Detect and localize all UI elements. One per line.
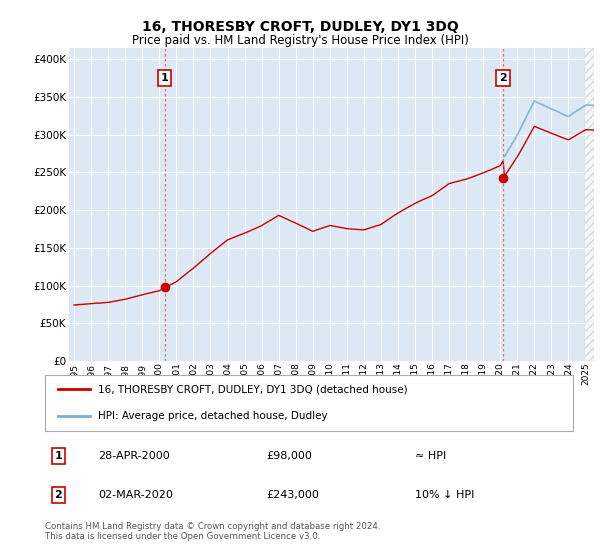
Text: Price paid vs. HM Land Registry's House Price Index (HPI): Price paid vs. HM Land Registry's House … bbox=[131, 34, 469, 46]
Text: 02-MAR-2020: 02-MAR-2020 bbox=[98, 490, 173, 500]
Text: 1: 1 bbox=[161, 73, 169, 83]
Text: 16, THORESBY CROFT, DUDLEY, DY1 3DQ (detached house): 16, THORESBY CROFT, DUDLEY, DY1 3DQ (det… bbox=[98, 384, 407, 394]
Text: HPI: Average price, detached house, Dudley: HPI: Average price, detached house, Dudl… bbox=[98, 410, 328, 421]
Text: Contains HM Land Registry data © Crown copyright and database right 2024.
This d: Contains HM Land Registry data © Crown c… bbox=[45, 522, 380, 542]
Text: £98,000: £98,000 bbox=[267, 451, 313, 461]
Text: ≈ HPI: ≈ HPI bbox=[415, 451, 446, 461]
Text: 1: 1 bbox=[55, 451, 62, 461]
Text: £243,000: £243,000 bbox=[267, 490, 320, 500]
Text: 2: 2 bbox=[499, 73, 507, 83]
Text: 10% ↓ HPI: 10% ↓ HPI bbox=[415, 490, 474, 500]
Text: 2: 2 bbox=[55, 490, 62, 500]
Text: 16, THORESBY CROFT, DUDLEY, DY1 3DQ: 16, THORESBY CROFT, DUDLEY, DY1 3DQ bbox=[142, 20, 458, 34]
Text: 28-APR-2000: 28-APR-2000 bbox=[98, 451, 170, 461]
